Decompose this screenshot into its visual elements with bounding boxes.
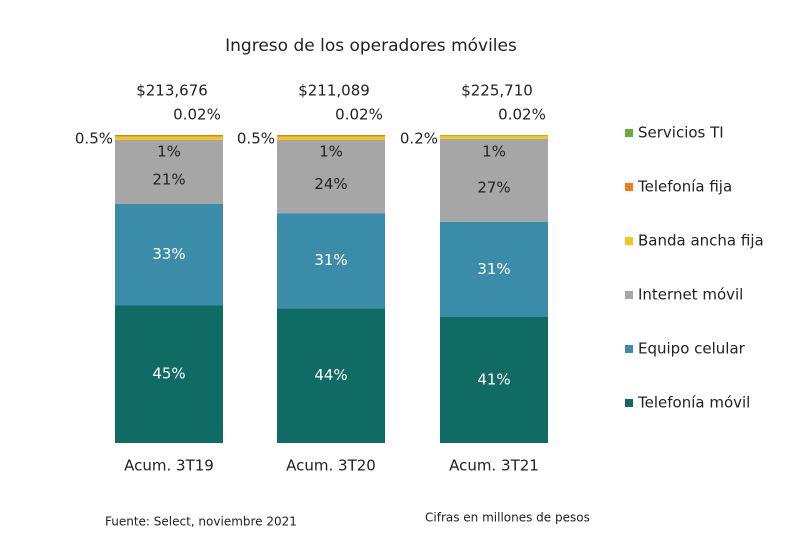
bar-segment xyxy=(440,138,548,222)
value-label: 0.2% xyxy=(400,130,438,148)
legend-swatch xyxy=(625,345,633,353)
value-label: 24% xyxy=(314,175,347,193)
bar-segment xyxy=(440,135,548,139)
x-tick-label: Acum. 3T21 xyxy=(449,457,539,475)
total-label: $225,710 xyxy=(461,82,533,100)
bar-segment xyxy=(440,135,548,136)
legend-label: Equipo celular xyxy=(638,340,746,358)
legend-swatch xyxy=(625,129,633,137)
legend-swatch xyxy=(625,237,633,245)
bar-segment xyxy=(277,135,385,137)
x-tick-label: Acum. 3T20 xyxy=(286,457,376,475)
value-label: 1% xyxy=(482,143,506,161)
total-label: $211,089 xyxy=(298,82,370,100)
total-label: $213,676 xyxy=(136,82,208,100)
legend-label: Servicios TI xyxy=(638,124,724,142)
value-label: 44% xyxy=(314,366,347,384)
bar-segment xyxy=(115,305,223,443)
bar-segment xyxy=(115,135,223,137)
legend-swatch xyxy=(625,399,633,407)
legend-label: Telefonía fija xyxy=(637,178,732,196)
value-label: 0.02% xyxy=(173,106,221,124)
value-label: 31% xyxy=(477,260,510,278)
value-label: 33% xyxy=(152,245,185,263)
bar-segment xyxy=(277,139,385,214)
value-label: 1% xyxy=(319,143,343,161)
value-label: 1% xyxy=(157,143,181,161)
bar-segment xyxy=(277,213,385,309)
value-label: 41% xyxy=(477,370,510,388)
x-tick-label: Acum. 3T19 xyxy=(124,457,214,475)
value-label: 45% xyxy=(152,365,185,383)
bar-segment xyxy=(115,135,223,136)
bar-segment xyxy=(440,316,548,443)
chart-title: Ingreso de los operadores móviles xyxy=(225,36,517,56)
legend-swatch xyxy=(625,183,633,191)
note: Cifras en millones de pesos xyxy=(425,511,590,525)
value-label: 0.5% xyxy=(237,130,275,148)
value-label: 21% xyxy=(152,170,185,188)
bar-segment xyxy=(277,308,385,443)
bar-segment xyxy=(115,204,223,306)
bar-segment xyxy=(115,139,223,205)
legend-label: Telefonía móvil xyxy=(637,394,750,412)
legend-swatch xyxy=(625,291,633,299)
value-label: 27% xyxy=(477,179,510,197)
value-label: 31% xyxy=(314,251,347,269)
value-label: 0.02% xyxy=(498,106,546,124)
value-label: 0.5% xyxy=(75,130,113,148)
value-label: 0.02% xyxy=(335,106,383,124)
bar-segment xyxy=(115,136,223,140)
legend-label: Internet móvil xyxy=(638,286,743,304)
bar-segment xyxy=(277,136,385,140)
source: Fuente: Select, noviembre 2021 xyxy=(105,515,297,529)
bar-segment xyxy=(440,221,548,317)
bar-segment xyxy=(277,135,385,136)
legend-label: Banda ancha fija xyxy=(638,232,764,250)
